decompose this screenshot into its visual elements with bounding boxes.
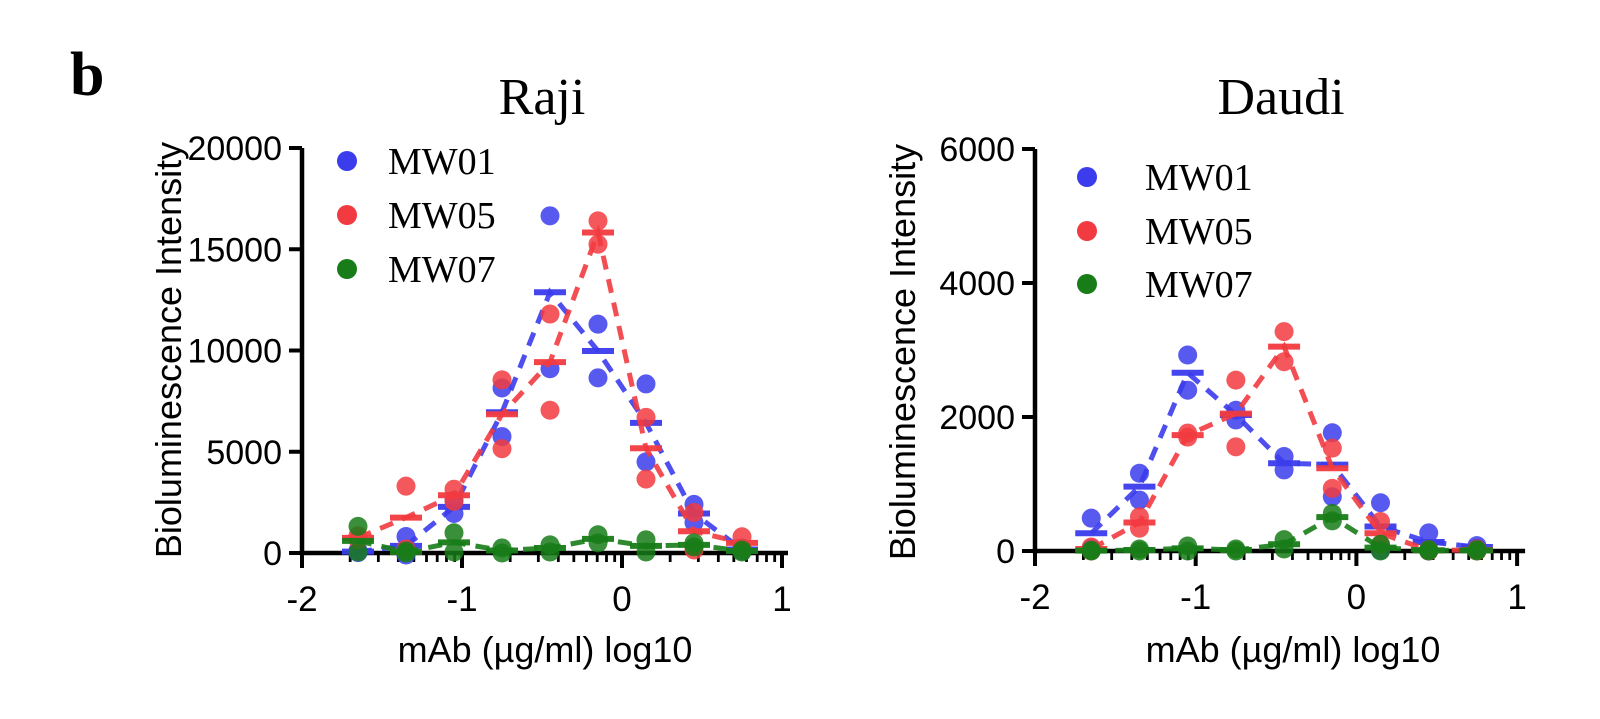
- legend: MW01 MW05 MW07: [1077, 157, 1253, 306]
- data-point-MW05: [588, 234, 608, 254]
- data-point-MW05: [1274, 322, 1294, 342]
- legend-label-MW01: MW01: [388, 141, 496, 183]
- x-tick-label: 1: [772, 580, 791, 619]
- data-point-MW05: [636, 469, 656, 489]
- legend-dot-MW07: [337, 259, 357, 279]
- y-tick-label: 4000: [939, 265, 1015, 303]
- legend-dot-MW01: [337, 151, 357, 171]
- data-point-MW01: [540, 206, 560, 226]
- legend-label-MW05: MW05: [388, 195, 496, 237]
- x-tick-label: -1: [446, 580, 477, 619]
- data-point-MW01: [1322, 423, 1342, 443]
- y-tick-label: 0: [263, 535, 282, 573]
- data-point-MW01: [1371, 493, 1391, 513]
- data-point-MW01: [588, 314, 608, 334]
- legend-dot-MW05: [337, 205, 357, 225]
- y-tick-label: 20000: [187, 130, 282, 168]
- y-tick-label: 2000: [939, 399, 1015, 437]
- data-point-MW07: [348, 516, 368, 536]
- data-point-MW05: [492, 439, 512, 459]
- data-point-MW01: [1178, 380, 1198, 400]
- legend-dot-MW05: [1077, 221, 1097, 241]
- data-point-MW05: [1322, 438, 1342, 458]
- data-point-MW01: [1178, 345, 1198, 365]
- x-tick-label: -2: [286, 580, 317, 619]
- x-tick-label: 1: [1507, 578, 1526, 617]
- data-point-MW05: [1226, 437, 1246, 457]
- data-point-MW05: [588, 211, 608, 231]
- data-point-MW01: [588, 368, 608, 388]
- series-MW07: [342, 516, 758, 563]
- series-MW07: [1075, 503, 1493, 561]
- x-tick-label: -1: [1180, 578, 1211, 617]
- x-tick-label: 0: [612, 580, 631, 619]
- data-point-MW05: [1371, 512, 1391, 532]
- panel-label: b: [70, 41, 105, 109]
- data-point-MW01: [636, 374, 656, 394]
- data-point-MW07: [444, 523, 464, 543]
- y-axis-title: Bioluminescence Intensity: [882, 144, 923, 560]
- legend-label-MW05: MW05: [1145, 211, 1253, 253]
- y-tick-label: 15000: [187, 231, 282, 269]
- legend-label-MW01: MW01: [1145, 157, 1253, 199]
- data-point-MW05: [1226, 370, 1246, 390]
- data-point-MW05: [1322, 478, 1342, 498]
- chart-title: Raji: [499, 69, 586, 126]
- legend-label-MW07: MW07: [388, 249, 496, 291]
- y-tick-label: 0: [996, 533, 1015, 571]
- data-point-MW01: [1081, 508, 1101, 528]
- data-point-MW01: [1129, 463, 1149, 483]
- chart-left: Raji Bioluminescence Intensity mAb (µg/ml)…: [148, 69, 792, 670]
- data-point-MW05: [540, 400, 560, 420]
- data-point-MW07: [1371, 541, 1391, 561]
- y-tick-label: 10000: [187, 333, 282, 371]
- data-point-MW01: [1129, 490, 1149, 510]
- chart-right: Daudi Bioluminescence Intensity mAb (µg/ml…: [882, 69, 1527, 670]
- data-point-MW01: [1419, 523, 1439, 543]
- data-point-MW05: [492, 370, 512, 390]
- data-point-MW07: [444, 542, 464, 562]
- data-point-MW05: [396, 476, 416, 496]
- data-point-MW01: [636, 452, 656, 472]
- x-axis-title: mAb (µg/ml) log10: [398, 629, 693, 670]
- legend-label-MW07: MW07: [1145, 264, 1253, 306]
- data-point-MW05: [1274, 352, 1294, 372]
- legend: MW01 MW05 MW07: [337, 141, 496, 291]
- y-tick-label: 6000: [939, 131, 1015, 169]
- data-point-MW05: [540, 304, 560, 324]
- legend-dot-MW07: [1077, 274, 1097, 294]
- chart-title: Daudi: [1217, 69, 1344, 126]
- x-axis-title: mAb (µg/ml) log10: [1146, 629, 1441, 670]
- data-point-MW07: [348, 542, 368, 562]
- y-tick-label: 5000: [206, 434, 282, 472]
- x-tick-label: -2: [1019, 578, 1050, 617]
- x-tick-label: 0: [1347, 578, 1366, 617]
- data-point-MW05: [636, 407, 656, 427]
- y-axis-title: Bioluminescence Intensity: [148, 142, 189, 558]
- data-point-MW05: [684, 503, 704, 522]
- legend-dot-MW01: [1077, 167, 1097, 187]
